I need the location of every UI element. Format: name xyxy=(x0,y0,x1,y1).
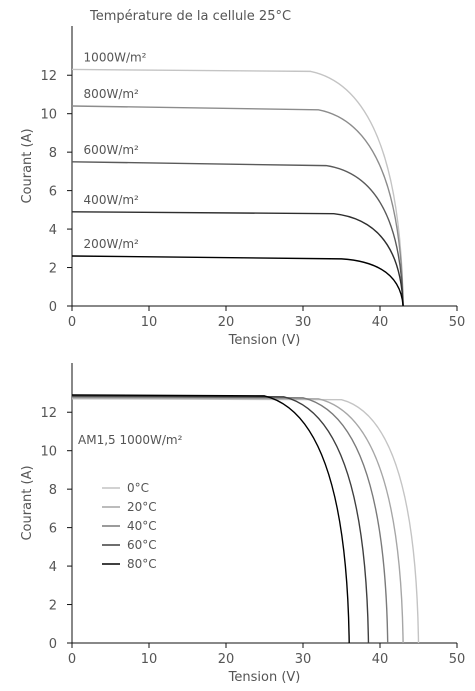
y-axis-label: Courant (A) xyxy=(20,128,35,203)
condition-annotation: AM1,5 1000W/m² xyxy=(78,433,183,447)
y-tick-label: 6 xyxy=(49,522,57,537)
x-tick-label: 30 xyxy=(295,652,312,667)
x-tick-label: 50 xyxy=(449,652,466,667)
y-tick-label: 2 xyxy=(49,262,57,277)
x-tick-label: 40 xyxy=(372,315,389,330)
legend-label-3: 60°C xyxy=(127,538,157,552)
y-tick-label: 0 xyxy=(49,300,57,315)
series-line-3 xyxy=(71,211,404,307)
series-line-1 xyxy=(71,397,404,644)
series-line-3 xyxy=(71,395,370,644)
x-axis-label: Tension (V) xyxy=(228,333,301,348)
series-line-2 xyxy=(71,161,404,307)
x-tick-label: 20 xyxy=(218,315,235,330)
series-line-2 xyxy=(71,396,389,644)
legend-label-2: 40°C xyxy=(127,519,157,533)
y-tick-label: 8 xyxy=(49,483,57,498)
series-line-0 xyxy=(71,68,404,307)
temperature-chart: 0 2 4 6 8 10 12 0 10 20 30 40 50 Tension (V) Courant (… xyxy=(20,363,466,685)
series-label-1: 800W/m² xyxy=(84,87,140,101)
chart-title: Température de la cellule 25°C xyxy=(89,9,291,24)
x-tick-label: 10 xyxy=(141,315,158,330)
y-tick-label: 12 xyxy=(40,406,57,421)
series-line-4 xyxy=(71,255,404,307)
series-label-3: 400W/m² xyxy=(84,193,140,207)
irradiance-chart: Température de la cellule 25°C 0 2 4 6 8 10 12 0… xyxy=(20,9,466,348)
x-tick-label: 40 xyxy=(372,652,389,667)
x-tick-label: 10 xyxy=(141,652,158,667)
y-tick-label: 6 xyxy=(49,185,57,200)
x-axis-label: Tension (V) xyxy=(228,670,301,685)
series-line-4 xyxy=(71,394,350,644)
y-tick-label: 10 xyxy=(40,108,57,123)
series-label-0: 1000W/m² xyxy=(84,50,147,64)
x-tick-label: 20 xyxy=(218,652,235,667)
series-line-0 xyxy=(71,398,420,644)
y-axis-label: Courant (A) xyxy=(20,465,35,540)
series-label-4: 200W/m² xyxy=(84,237,140,251)
y-tick-label: 2 xyxy=(49,599,57,614)
y-tick-label: 4 xyxy=(49,223,57,238)
legend-label-0: 0°C xyxy=(127,481,149,495)
series-label-2: 600W/m² xyxy=(84,143,140,157)
series-line-1 xyxy=(71,105,404,307)
y-tick-label: 10 xyxy=(40,445,57,460)
x-tick-label: 30 xyxy=(295,315,312,330)
x-tick-label: 0 xyxy=(68,315,76,330)
y-tick-label: 4 xyxy=(49,560,57,575)
y-tick-label: 12 xyxy=(40,69,57,84)
y-tick-label: 8 xyxy=(49,146,57,161)
y-tick-label: 0 xyxy=(49,637,57,652)
x-tick-label: 0 xyxy=(68,652,76,667)
legend-label-1: 20°C xyxy=(127,500,157,514)
x-tick-label: 50 xyxy=(449,315,466,330)
legend-label-4: 80°C xyxy=(127,557,157,571)
